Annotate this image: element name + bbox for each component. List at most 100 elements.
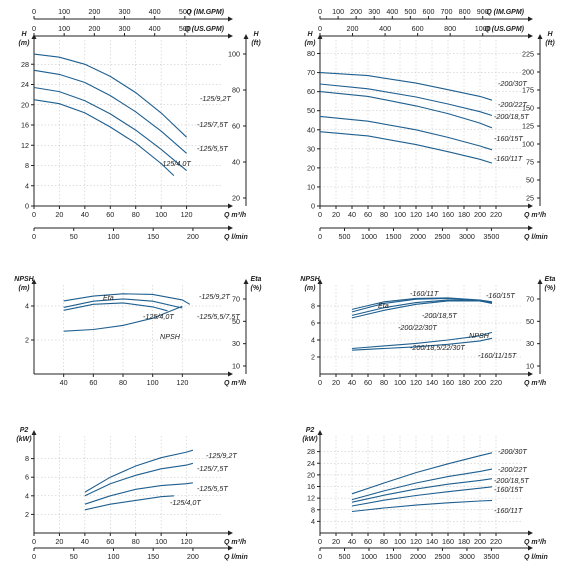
x-tick-label: 0 (32, 210, 36, 219)
curve-label: Eta (103, 293, 114, 302)
top-axis-arrow (528, 33, 533, 39)
right-axis-unit: (%) (545, 285, 557, 292)
x-tick-label: 0 (318, 537, 322, 546)
lmin-axis-label: Q l/min (224, 234, 248, 241)
top-tick-label: 600 (412, 24, 424, 33)
right-axis-arrow (537, 34, 543, 39)
x-tick-label: 80 (119, 378, 127, 387)
series-line (319, 83, 493, 117)
lmin-tick-label: 3000 (459, 232, 475, 241)
x-tick-label: 80 (380, 210, 388, 219)
x-axis-label: Q m³/h (524, 380, 546, 387)
y-tick-label: 2 (311, 353, 315, 362)
series-line (351, 478, 493, 503)
top-axis-label: Q (IM.GPM) (186, 9, 224, 16)
lmin-axis-label: Q l/min (224, 554, 248, 561)
x-tick-label: 180 (458, 378, 470, 387)
x-tick-label: 140 (426, 537, 438, 546)
series-line (351, 452, 493, 495)
top-tick-label: 0 (318, 24, 322, 33)
series-line (351, 300, 493, 319)
series-line (319, 91, 493, 129)
y-tick-label: 0 (311, 202, 315, 211)
top-axis-arrow (228, 16, 233, 22)
x-tick-label: 180 (458, 537, 470, 546)
right-axis-unit: (%) (251, 285, 263, 292)
y-tick-label: 8 (25, 454, 29, 463)
curve-label: NPSH (160, 332, 181, 341)
x-axis-label: Q m³/h (524, 212, 546, 219)
x-tick-label: 60 (364, 378, 372, 387)
series-line (84, 482, 193, 505)
x-tick-label: 0 (32, 537, 36, 546)
lmin-tick-label: 2000 (410, 232, 426, 241)
lmin-tick-label: 100 (107, 232, 119, 241)
series-line (84, 449, 194, 493)
y-axis-unit: (kW) (302, 436, 318, 443)
x-axis-label: Q m³/h (224, 212, 246, 219)
x-tick-label: 200 (474, 210, 486, 219)
y-axis-arrow (31, 279, 37, 284)
top-axis-label: Q (US.GPM) (484, 26, 524, 33)
lmin-tick-label: 3500 (483, 232, 499, 241)
curve-label: -200/18,5T (494, 112, 529, 121)
y-axis-label: H (307, 31, 313, 38)
lmin-tick-label: 50 (70, 232, 78, 241)
series-line (63, 305, 183, 332)
y-tick-label: 12 (21, 141, 29, 150)
top-tick-label: 1000 (475, 24, 491, 33)
series-line (63, 298, 183, 309)
chart-P200: 4 8 12 16 20 24 28 0 20 40 60 80 100 120 140 160 180 200 2… (302, 427, 547, 561)
series-line (63, 293, 191, 305)
top-axis-arrow (228, 33, 233, 39)
y-tick-label: 4 (25, 181, 29, 190)
series-line (63, 302, 168, 312)
curve-label: -160/11T (494, 154, 523, 163)
x-tick-label: 200 (474, 378, 486, 387)
curve-label: -125/9,2T (206, 451, 237, 460)
curve-label: -200/22/30T (398, 323, 437, 332)
curve-label: -200/22T (498, 100, 527, 109)
x-tick-label: 20 (55, 210, 63, 219)
right-tick-label: 10 (232, 362, 240, 371)
lmin-tick-label: 100 (107, 552, 119, 561)
curve-label: -125/9,2T (199, 292, 230, 301)
series-line (84, 462, 194, 497)
curve-label: Eta (378, 301, 389, 310)
lmin-tick-label: 500 (338, 552, 350, 561)
top-tick-label: 300 (368, 7, 380, 16)
x-axis-arrow (228, 371, 233, 377)
y-tick-label: 8 (25, 161, 29, 170)
top-tick-label: 400 (149, 24, 161, 33)
x-tick-label: 80 (380, 378, 388, 387)
lmin-axis-arrow (228, 545, 233, 551)
y-axis-unit: (m) (305, 285, 317, 292)
top-axis-label: Q (US.GPM) (184, 26, 224, 33)
x-tick-label: 80 (132, 537, 140, 546)
x-tick-label: 40 (348, 210, 356, 219)
lmin-tick-label: 200 (187, 552, 199, 561)
lmin-tick-label: 3000 (459, 552, 475, 561)
x-tick-label: 220 (490, 378, 502, 387)
right-axis-unit: (ft) (251, 40, 261, 47)
top-tick-label: 800 (459, 7, 471, 16)
y-tick-label: 16 (21, 121, 29, 130)
y-axis-label: P2 (20, 427, 29, 434)
lmin-tick-label: 0 (32, 232, 36, 241)
top-tick-label: 700 (441, 7, 453, 16)
top-tick-label: 0 (32, 7, 36, 16)
curve-label: -200/30T (498, 447, 527, 456)
top-tick-label: 200 (88, 24, 100, 33)
top-tick-label: 400 (149, 7, 161, 16)
y-tick-label: 70 (307, 68, 315, 77)
curve-label: -200/18,5/22/30T (410, 343, 465, 352)
series-line (351, 337, 493, 351)
series-line (319, 131, 493, 164)
lmin-tick-label: 500 (338, 232, 350, 241)
series-line (351, 468, 493, 501)
curve-label: NPSH (469, 331, 490, 340)
top-tick-label: 600 (422, 7, 434, 16)
y-tick-label: 16 (307, 482, 315, 491)
